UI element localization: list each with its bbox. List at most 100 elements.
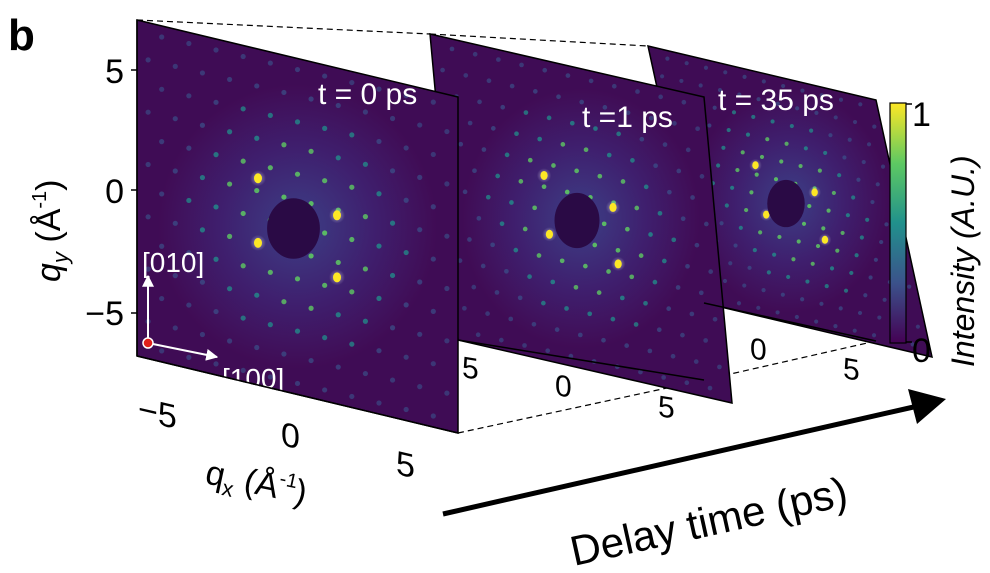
diffraction-spot (791, 257, 796, 262)
diffraction-spot (226, 233, 233, 239)
x-tick-label: 5 (462, 351, 479, 386)
diffraction-spot (653, 163, 658, 169)
diffraction-spot (527, 274, 532, 279)
diffraction-spot (863, 293, 868, 298)
diffraction-spot (685, 263, 690, 269)
diffraction-spot (349, 393, 355, 400)
diffraction-spot (574, 168, 579, 174)
diffraction-spot (877, 315, 882, 320)
diffraction-spot (735, 167, 740, 173)
diffraction-spot (733, 243, 738, 248)
diffraction-spot (843, 288, 849, 293)
diffraction-spot (814, 319, 819, 324)
diffraction-spot (145, 109, 151, 115)
diffraction-spot (376, 191, 382, 197)
diffraction-spot (707, 385, 713, 391)
diffraction-spot (620, 179, 626, 184)
diffraction-spot (254, 187, 260, 194)
diffraction-spot (294, 276, 301, 282)
diffraction-spot (798, 163, 803, 169)
diffraction-spot (907, 284, 912, 289)
diffraction-spot (679, 78, 684, 83)
diffraction-spot (716, 163, 721, 168)
diffraction-spot (541, 300, 546, 306)
diffraction-spot (772, 252, 777, 257)
diffraction-spot (389, 325, 396, 331)
diffraction-spot (213, 361, 219, 367)
x-axis: −5 0 5 qx (Å-1) (136, 355, 459, 512)
diffraction-spot (389, 115, 396, 122)
diffraction-spot (658, 94, 664, 100)
diffraction-spot (226, 181, 233, 187)
diffraction-spot (652, 279, 658, 285)
diffraction-spot (854, 253, 859, 258)
diffraction-spot (522, 226, 528, 232)
diffraction-spot (159, 34, 165, 40)
diffraction-spot (546, 115, 552, 121)
diffraction-spot (852, 119, 858, 125)
diffraction-spot (731, 110, 737, 115)
diffraction-spot (871, 333, 877, 338)
diffraction-spot (145, 161, 151, 168)
diffraction-spot (481, 147, 487, 152)
frame-label-0ps: t = 0 ps (318, 78, 417, 111)
diffraction-spot (267, 112, 273, 118)
diffraction-spot (362, 214, 369, 220)
diffraction-spot (835, 248, 840, 253)
diffraction-spot (508, 316, 514, 322)
diffraction-spot (308, 305, 314, 311)
diffraction-spot (430, 99, 436, 105)
diffraction-spot (685, 147, 691, 153)
diffraction-spot (444, 181, 450, 187)
bright-peak (253, 237, 262, 248)
diffraction-spot (807, 203, 812, 209)
diffraction-spot (462, 305, 467, 311)
diffraction-spot (159, 348, 165, 354)
delay-time-label: Delay time (ps) (566, 468, 852, 573)
diffraction-spot (542, 67, 548, 73)
diffraction-spot (362, 161, 369, 167)
diffraction-spot (819, 301, 824, 306)
frame-label-1ps: t =1 ps (582, 101, 673, 134)
bright-peak (540, 170, 548, 180)
colorbar: 1 0 Intensity (A.U.) (889, 96, 981, 370)
diffraction-spot (665, 56, 670, 61)
diffraction-spot (145, 266, 151, 272)
diffraction-spot (458, 141, 464, 147)
diffraction-spot (226, 76, 233, 83)
diffraction-spot (721, 145, 726, 150)
diffraction-spot (186, 93, 192, 99)
diffraction-spot (564, 189, 570, 195)
diffraction-spot (780, 292, 785, 297)
diffraction-spot (800, 297, 805, 302)
diffraction-spot (865, 217, 870, 222)
diffraction-spot (349, 184, 355, 190)
x-tick-label: 0 (281, 415, 300, 457)
bright-peak (333, 272, 342, 283)
diffraction-spot (712, 105, 717, 110)
panel-label: b (8, 11, 35, 60)
diffraction-spot (573, 284, 579, 290)
diffraction-spot (861, 159, 866, 165)
diffraction-spot (560, 142, 566, 147)
diffraction-spot (509, 200, 514, 205)
diffraction-spot (430, 361, 436, 367)
diffraction-spot (851, 195, 856, 200)
diffraction-spot (186, 250, 192, 256)
diffraction-spot (819, 93, 824, 98)
diffraction-spot (213, 204, 219, 210)
diffraction-spot (281, 299, 287, 305)
colorbar-label: Intensity (A.U.) (945, 155, 981, 367)
diffraction-spot (656, 327, 662, 333)
colorbar-min-label: 0 (912, 332, 931, 370)
diffraction-spot (675, 285, 681, 290)
diffraction-spot (403, 197, 409, 203)
diffraction-spot (376, 348, 382, 354)
diffraction-spot (661, 375, 666, 380)
diffraction-spot (754, 172, 759, 177)
diffraction-spot (349, 289, 355, 295)
diffraction-spot (602, 105, 608, 110)
diffraction-spot (638, 253, 644, 258)
bright-peak (752, 161, 759, 170)
